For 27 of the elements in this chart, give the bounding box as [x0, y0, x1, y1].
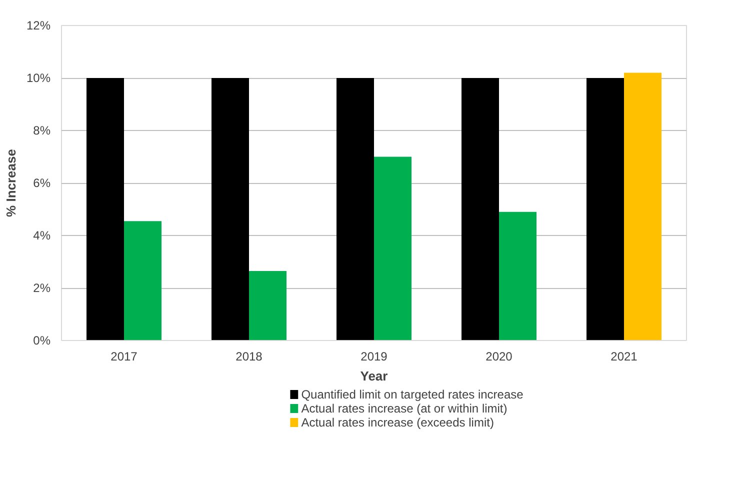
legend-label: Actual rates increase (at or within limit) [301, 402, 508, 416]
x-tick-label: 2021 [610, 350, 638, 364]
x-tick-label: 2019 [360, 350, 388, 364]
bar [212, 78, 249, 340]
bar [124, 221, 162, 340]
legend-label: Quantified limit on targeted rates increase [301, 388, 524, 402]
legend-label: Actual rates increase (exceeds limit) [301, 416, 494, 430]
y-tick-label: 0% [33, 334, 51, 348]
bar [462, 78, 499, 340]
bar [86, 78, 124, 340]
x-tick-label: 2017 [110, 350, 138, 364]
bar [249, 270, 286, 340]
y-tick-label: 2% [33, 281, 51, 295]
bar [499, 212, 536, 340]
y-tick-label: 8% [33, 124, 51, 138]
bar [586, 78, 624, 340]
y-tick-label: 12% [26, 18, 51, 32]
bar [336, 78, 374, 340]
y-tick-label: 4% [33, 228, 51, 242]
x-axis-title: Year [360, 368, 388, 384]
y-axis-title: % Increase [3, 149, 18, 217]
y-tick-label: 6% [33, 176, 51, 190]
bar [624, 72, 662, 340]
x-tick-label: 2020 [486, 350, 513, 364]
y-tick-label: 10% [26, 71, 51, 85]
x-tick-label: 2018 [236, 350, 263, 364]
bar [374, 156, 412, 340]
